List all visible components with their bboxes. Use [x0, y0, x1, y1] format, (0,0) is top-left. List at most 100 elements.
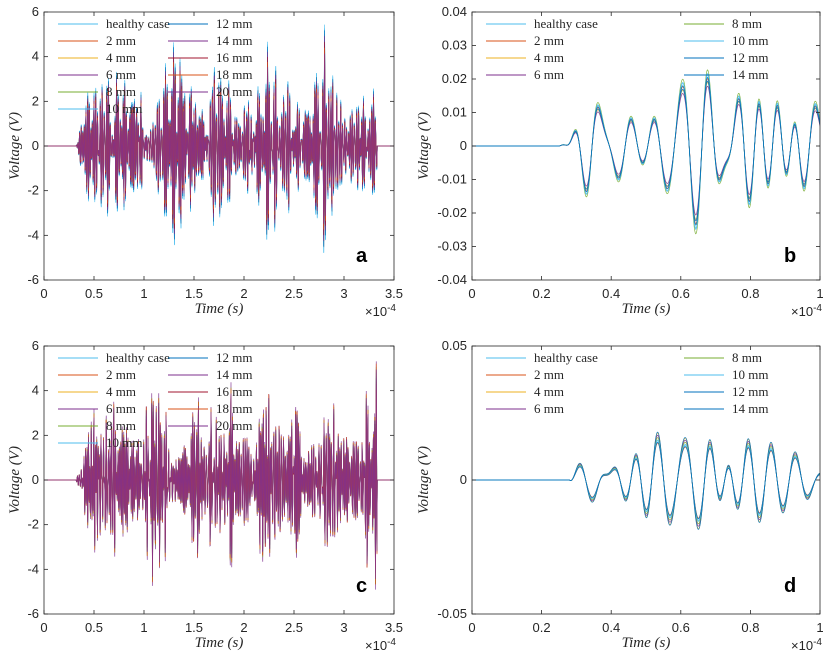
legend-entry: 6 mm [534, 401, 564, 416]
x-axis-label: Time (s) [195, 635, 244, 651]
y-tick-label: -4 [27, 227, 39, 242]
x-axis-label: Time (s) [195, 301, 244, 317]
legend-entry: 4 mm [106, 384, 136, 399]
x-tick-label: 0 [468, 620, 475, 635]
series-line [472, 80, 820, 222]
x-tick-label: 0.4 [602, 620, 620, 635]
legend-entry: 8 mm [106, 418, 136, 433]
legend-entry: 16 mm [216, 384, 252, 399]
x-exponent-power: -4 [813, 637, 822, 648]
x-tick-label: 0 [468, 286, 475, 301]
legend-entry: 20 mm [216, 418, 252, 433]
x-exponent: ×10-4 [365, 303, 396, 319]
legend-entry: 14 mm [216, 367, 252, 382]
x-tick-label: 0.5 [85, 620, 103, 635]
legend-entry: healthy case [534, 350, 598, 365]
legend-entry: healthy case [534, 16, 598, 31]
legend-entry: 8 mm [106, 84, 136, 99]
x-tick-label: 0.6 [672, 620, 690, 635]
x-tick-label: 0.8 [741, 286, 759, 301]
legend-entry: 4 mm [106, 50, 136, 65]
x-tick-label: 3.5 [385, 286, 403, 301]
x-tick-label: 0.2 [533, 286, 551, 301]
y-tick-label: -6 [27, 606, 39, 621]
legend-entry: 12 mm [216, 350, 252, 365]
y-tick-label: -0.05 [437, 606, 467, 621]
x-axis-label: Time (s) [622, 301, 671, 317]
x-exponent: ×10-4 [365, 637, 396, 653]
legend-entry: 18 mm [216, 67, 252, 82]
x-tick-label: 0.8 [741, 620, 759, 635]
y-tick-label: -2 [27, 183, 39, 198]
x-tick-label: 1 [816, 286, 823, 301]
legend-entry: 10 mm [732, 367, 768, 382]
y-tick-label: 0 [32, 138, 39, 153]
panel-label: a [356, 245, 368, 267]
x-tick-label: 1 [816, 620, 823, 635]
legend: healthy case 2 mm 4 mm 6 mm 8 mm 10 mm 12 mm 14… [58, 16, 252, 116]
legend-entry: 20 mm [216, 84, 252, 99]
x-exponent-power: -4 [387, 637, 396, 648]
x-tick-label: 3 [340, 620, 347, 635]
legend-entry: 14 mm [216, 33, 252, 48]
legend-entry: 18 mm [216, 401, 252, 416]
y-tick-label: -6 [27, 272, 39, 287]
y-axis-label: Voltage (V) [416, 112, 432, 180]
panel-label: d [784, 575, 796, 597]
x-tick-label: 1 [140, 620, 147, 635]
series-line [472, 431, 820, 530]
x-tick-label: 0.5 [85, 286, 103, 301]
y-axis-label: Voltage (V) [416, 446, 432, 514]
x-tick-label: 0.2 [533, 620, 551, 635]
legend-entry: 10 mm [732, 33, 768, 48]
legend-entry: 14 mm [732, 401, 768, 416]
y-tick-label: 0.01 [442, 105, 467, 120]
legend-entry: 16 mm [216, 50, 252, 65]
y-tick-label: -0.04 [437, 272, 467, 287]
legend-entry: 2 mm [534, 33, 564, 48]
x-tick-label: 1 [140, 286, 147, 301]
series-line [44, 53, 394, 224]
y-tick-label: -2 [27, 517, 39, 532]
x-tick-label: 2.5 [285, 286, 303, 301]
y-tick-label: 0.04 [442, 4, 467, 19]
x-exponent-power: -4 [813, 303, 822, 314]
y-tick-label: -0.02 [437, 205, 467, 220]
y-tick-label: 6 [32, 4, 39, 19]
legend-entry: 2 mm [534, 367, 564, 382]
legend-entry: 4 mm [534, 384, 564, 399]
y-tick-label: 0 [460, 138, 467, 153]
legend-entry: 12 mm [732, 50, 768, 65]
x-tick-label: 2 [240, 620, 247, 635]
x-exponent: ×10-4 [791, 637, 822, 653]
legend: healthy case 2 mm 4 mm 6 mm 8 mm 10 mm 12 mm 14… [58, 350, 252, 450]
y-tick-label: -0.01 [437, 172, 467, 187]
panel-a: 0 0.5 1 1.5 2 2.5 3 3.5 -6 -4 -2 0 2 4 6 ×10-4 Time (s) V… [7, 4, 403, 319]
panel-b: 0 0.2 0.4 0.6 0.8 1 -0.04 -0.03 -0.02 -0.01 0 0.01 0… [416, 4, 824, 319]
y-tick-label: 0.05 [442, 338, 467, 353]
y-axis-label: Voltage (V) [7, 112, 23, 180]
legend-entry: 6 mm [106, 67, 136, 82]
panel-c: 0 0.5 1 1.5 2 2.5 3 3.5 -6 -4 -2 0 2 4 6 ×10-4 Time (s) V… [7, 338, 403, 653]
legend-entry: 2 mm [106, 33, 136, 48]
legend-entry: 8 mm [732, 350, 762, 365]
y-tick-label: 0 [460, 472, 467, 487]
y-tick-label: 0 [32, 472, 39, 487]
y-tick-label: 4 [32, 383, 39, 398]
legend-entry: 12 mm [216, 16, 252, 31]
y-tick-label: 6 [32, 338, 39, 353]
legend-entry: healthy case [106, 16, 170, 31]
x-tick-label: 3 [340, 286, 347, 301]
legend-entry: 14 mm [732, 67, 768, 82]
y-tick-label: 0.03 [442, 38, 467, 53]
x-tick-label: 2 [240, 286, 247, 301]
panel-label: b [784, 245, 796, 267]
x-tick-label: 1.5 [185, 620, 203, 635]
signal-lines [472, 69, 820, 235]
legend: healthy case 2 mm 4 mm 6 mm 8 mm 10 mm 12 mm 14… [486, 16, 768, 82]
y-tick-label: 2 [32, 93, 39, 108]
legend-entry: 6 mm [106, 401, 136, 416]
y-tick-label: 4 [32, 49, 39, 64]
